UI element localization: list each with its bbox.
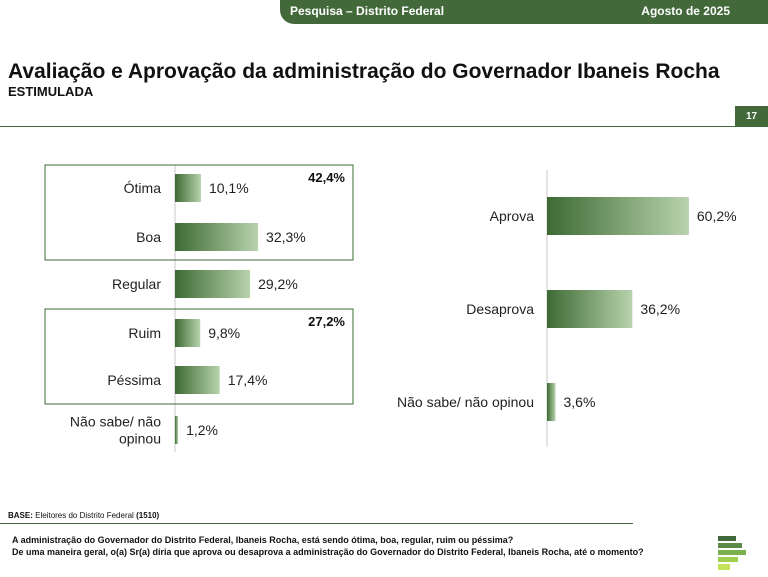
header-divider [0,126,735,127]
evaluation-bar [175,223,259,251]
approval-bar [547,197,689,235]
evaluation-category-label: Péssima [107,372,161,388]
group-box [44,308,354,405]
evaluation-bar [175,366,220,394]
survey-date: Agosto de 2025 [641,4,730,18]
approval-value-label: 60,2% [697,208,737,224]
approval-category-label: Aprova [490,208,535,224]
footer-divider [0,523,633,524]
evaluation-bar [175,416,179,444]
base-text: Eleitores do Distrito Federal [35,511,134,520]
approval-bar [547,290,633,328]
evaluation-value-label: 10,1% [209,180,249,196]
question-evaluation: A administração do Governador do Distrit… [12,535,514,545]
approval-value-label: 36,2% [640,301,680,317]
evaluation-bar [175,319,201,347]
base-label: BASE: [8,511,33,520]
evaluation-chart: 42,4% 27,2% 10,1% Ótima 32,3% Boa 29,2% Regular… [44,164,354,452]
group-box [44,164,354,261]
approval-bar [547,383,556,421]
approval-value-label: 3,6% [563,394,595,410]
group-total-label: 27,2% [308,314,345,329]
approval-chart: 60,2% Aprova 36,2% Desaprova 3,6% Não sabe/ n… [397,170,737,447]
base-note: BASE: Eleitores do Distrito Federal (151… [8,511,159,520]
page-subtitle: ESTIMULADA [8,84,94,99]
evaluation-value-label: 29,2% [258,276,298,292]
base-count: (1510) [136,511,160,520]
evaluation-category-label: Ruim [128,325,161,341]
evaluation-category-label: Regular [112,276,161,292]
evaluation-value-label: 9,8% [208,325,240,341]
evaluation-bar [175,270,251,298]
charts-area: 42,4% 27,2% 10,1% Ótima 32,3% Boa 29,2% Regular… [44,164,737,452]
evaluation-value-label: 17,4% [228,372,268,388]
approval-category-label: Não sabe/ não opinou [397,394,534,410]
evaluation-value-label: 1,2% [186,422,218,438]
survey-label: Pesquisa – Distrito Federal [290,4,445,18]
page-title: Avaliação e Aprovação da administração d… [8,60,720,83]
question-approval: De uma maneira geral, o(a) Sr(a) diria q… [12,547,644,557]
evaluation-value-label: 32,3% [266,229,306,245]
evaluation-category-label: Boa [136,229,161,245]
page-number: 17 [735,106,768,127]
evaluation-category-label: Não sabe/ não opinou [70,414,161,447]
header-bar: Pesquisa – Distrito Federal Agosto de 20… [280,0,768,24]
group-total-label: 42,4% [308,170,345,185]
approval-category-label: Desaprova [466,301,534,317]
evaluation-bar [175,174,201,202]
evaluation-category-label: Ótima [124,180,162,196]
brand-logo-icon [718,536,746,570]
